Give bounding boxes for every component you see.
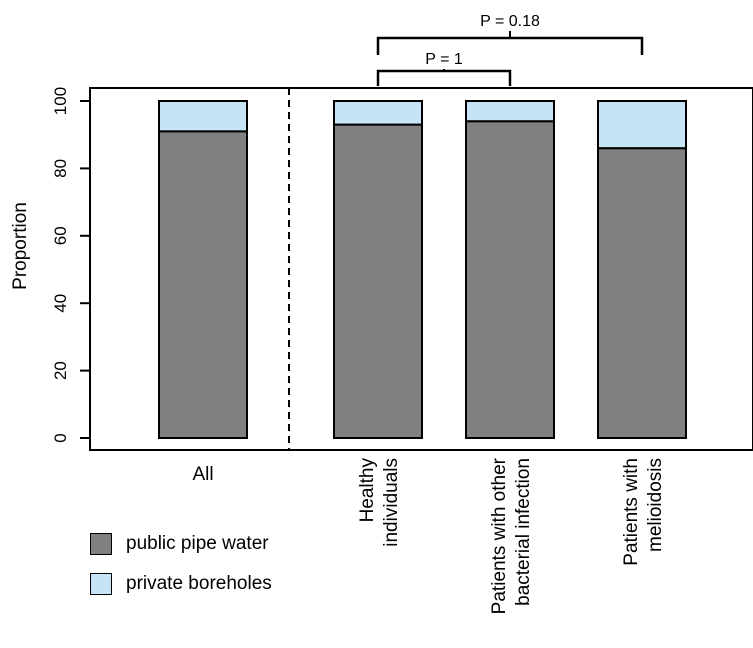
bar-segment-private-boreholes bbox=[333, 100, 423, 126]
bar-segment-public-pipe-water bbox=[158, 130, 248, 440]
y-axis-title: Proportion bbox=[10, 202, 31, 290]
legend-item-private-boreholes: private boreholes bbox=[90, 573, 272, 595]
bar-segment-public-pipe-water bbox=[597, 147, 687, 439]
significance-bracket bbox=[376, 69, 512, 86]
y-tick-label: 20 bbox=[51, 361, 70, 380]
p-value-label: P = 1 bbox=[425, 51, 463, 68]
x-label-line: melioidosis bbox=[645, 458, 666, 552]
x-label-group: Patients with other bacterial infection bbox=[489, 457, 534, 614]
significance-annotations: P = 1 P = 0.18 bbox=[376, 13, 644, 86]
legend-item-public-pipe-water: public pipe water bbox=[90, 533, 269, 555]
x-label-group: Healthy individuals bbox=[357, 458, 402, 547]
y-tick-label: 0 bbox=[51, 433, 70, 442]
y-tick-label: 40 bbox=[51, 294, 70, 313]
bar-segment-public-pipe-water bbox=[465, 120, 555, 439]
legend-label-public-pipe-water: public pipe water bbox=[126, 533, 269, 554]
x-label-group: Patients with melioidosis bbox=[621, 458, 666, 566]
legend-swatch-private-boreholes bbox=[90, 573, 112, 595]
x-label-line: Patients with bbox=[621, 458, 642, 566]
x-label-line: individuals bbox=[381, 458, 402, 547]
y-tick-label: 100 bbox=[51, 87, 70, 115]
legend-label-private-boreholes: private boreholes bbox=[126, 573, 272, 594]
bar-segment-public-pipe-water bbox=[333, 123, 423, 439]
x-label-line: bacterial infection bbox=[513, 458, 534, 606]
bars bbox=[158, 100, 687, 440]
bar-segment-private-boreholes bbox=[158, 100, 248, 133]
bar-segment-private-boreholes bbox=[597, 100, 687, 150]
x-label-line: Patients with other bbox=[489, 457, 510, 614]
x-label-all: All bbox=[192, 464, 213, 485]
x-axis-labels: All Healthy individuals Patients with other… bbox=[192, 457, 666, 614]
y-axis: 0 20 40 60 80 100 bbox=[51, 87, 91, 443]
bar-segment-private-boreholes bbox=[465, 100, 555, 123]
significance-bracket bbox=[376, 36, 644, 55]
y-tick-label: 60 bbox=[51, 226, 70, 245]
x-label-line: Healthy bbox=[357, 458, 378, 523]
legend-swatch-public-pipe-water bbox=[90, 533, 112, 555]
y-tick-label: 80 bbox=[51, 159, 70, 178]
p-value-label: P = 0.18 bbox=[480, 13, 540, 30]
